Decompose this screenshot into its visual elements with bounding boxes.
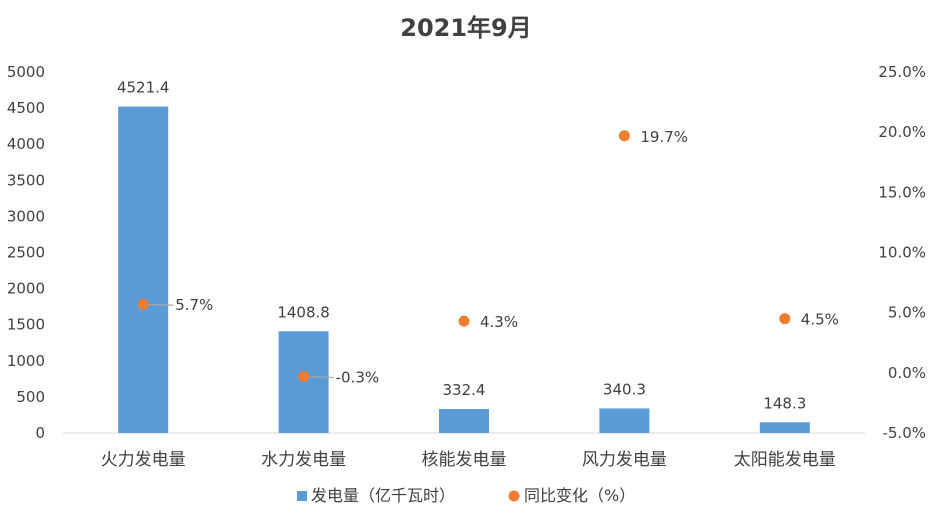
scatter-point — [137, 298, 149, 310]
scatter-point — [618, 130, 630, 142]
point-data-label: 19.7% — [640, 128, 688, 146]
right-axis-tick-label: 25.0% — [878, 63, 926, 81]
left-axis-tick-label: 2000 — [7, 280, 45, 298]
right-axis-tick-label: 20.0% — [878, 123, 926, 141]
bar-data-label: 340.3 — [603, 380, 646, 398]
point-data-label: 5.7% — [175, 296, 213, 314]
bar-data-label: 148.3 — [763, 394, 806, 412]
left-axis-tick-label: 3500 — [7, 171, 45, 189]
left-axis-tick-label: 4500 — [7, 99, 45, 117]
left-axis-tick-label: 4000 — [7, 135, 45, 153]
left-axis-tick-label: 3000 — [7, 207, 45, 225]
right-axis-tick-label: 15.0% — [878, 183, 926, 201]
category-label: 太阳能发电量 — [734, 450, 836, 470]
category-label: 水力发电量 — [261, 450, 346, 470]
scatter-point — [779, 313, 791, 325]
left-axis-tick-label: 1500 — [7, 316, 45, 334]
legend-label: 同比变化（%） — [524, 486, 635, 505]
point-data-label: 4.3% — [480, 313, 518, 331]
bar — [439, 409, 489, 433]
bar — [759, 422, 810, 433]
scatter-point — [298, 370, 310, 382]
right-axis-tick-label: 10.0% — [878, 244, 926, 262]
bar-data-label: 332.4 — [443, 381, 486, 399]
category-label: 风力发电量 — [582, 450, 667, 470]
right-axis-tick-label: 0.0% — [888, 364, 926, 382]
category-label: 火力发电量 — [101, 450, 186, 470]
scatter-point — [458, 315, 470, 327]
category-label: 核能发电量 — [422, 450, 507, 470]
point-data-label: -0.3% — [336, 368, 380, 386]
legend-swatch-bar — [297, 491, 307, 501]
bar-data-label: 4521.4 — [117, 79, 170, 97]
legend-swatch-point — [508, 490, 520, 502]
legend-label: 发电量（亿千瓦时） — [311, 486, 455, 505]
point-data-label: 4.5% — [801, 311, 839, 329]
bar — [118, 106, 169, 433]
bar-data-label: 1408.8 — [277, 303, 330, 321]
left-axis-tick-label: 500 — [16, 388, 45, 406]
left-axis-tick-label: 2500 — [7, 244, 45, 262]
left-axis-tick-label: 5000 — [7, 63, 45, 81]
left-axis-tick-label: 0 — [35, 424, 45, 442]
bar — [278, 331, 329, 433]
bar — [599, 408, 650, 433]
left-axis-tick-label: 1000 — [7, 352, 45, 370]
right-axis-tick-label: 5.0% — [888, 304, 926, 322]
chart-title: 2021年9月 — [400, 14, 532, 42]
right-axis-tick-label: -5.0% — [882, 424, 926, 442]
